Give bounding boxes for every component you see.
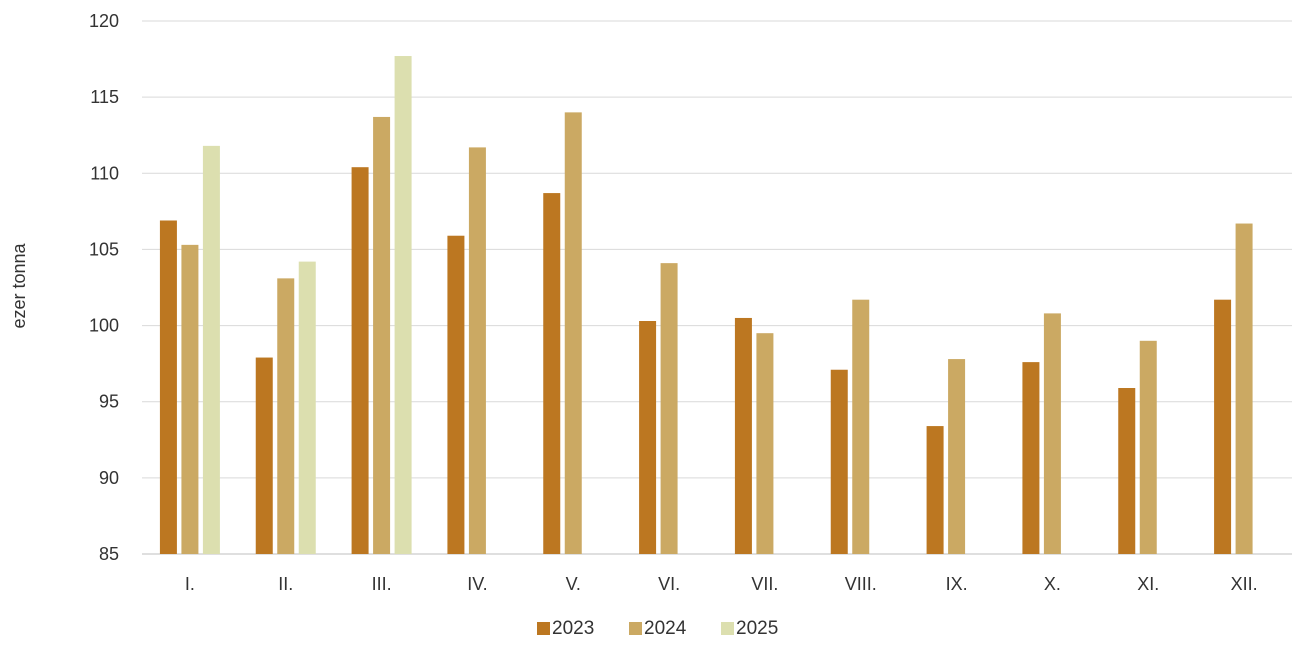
- bar-2023-11: [1118, 388, 1136, 554]
- bar-2023-3: [351, 167, 369, 555]
- y-tick-label: 110: [90, 163, 119, 183]
- bar-2023-6: [639, 321, 657, 554]
- x-tick-label: XI.: [1137, 574, 1159, 594]
- bar-2023-1: [159, 220, 177, 554]
- y-tick-label: 95: [99, 392, 119, 412]
- y-tick-label: 115: [90, 87, 119, 107]
- bar-2024-7: [756, 333, 774, 554]
- y-tick-label: 100: [89, 316, 119, 336]
- legend-label-2023[interactable]: 2023: [552, 618, 594, 639]
- x-tick-label: III.: [372, 574, 392, 594]
- legend[interactable]: 2023 2024 2025: [537, 618, 778, 639]
- bars: [159, 56, 1253, 555]
- bar-2024-6: [660, 263, 678, 554]
- bar-2023-5: [543, 193, 561, 554]
- bar-2024-4: [468, 147, 486, 554]
- bar-2024-10: [1043, 313, 1061, 554]
- bar-2023-4: [447, 235, 465, 555]
- x-tick-label: VI.: [658, 574, 680, 594]
- bar-2023-12: [1214, 299, 1232, 554]
- x-tick-label: IX.: [946, 574, 968, 594]
- y-tick-label: 105: [89, 239, 119, 259]
- bar-2024-12: [1235, 223, 1253, 555]
- legend-swatch-2025: [721, 622, 734, 635]
- x-tick-label: IV.: [467, 574, 487, 594]
- bar-2024-11: [1139, 340, 1157, 554]
- x-tick-label: X.: [1044, 574, 1061, 594]
- bar-2023-2: [255, 357, 273, 554]
- x-tick-label: XII.: [1231, 574, 1258, 594]
- legend-swatch-2023: [537, 622, 550, 635]
- bar-2025-2: [298, 261, 316, 554]
- legend-label-2024[interactable]: 2024: [644, 618, 687, 639]
- x-tick-label: II.: [278, 574, 293, 594]
- bar-2023-8: [830, 369, 848, 554]
- y-axis-tick-labels: 85 90 95 100 105 110 115 120: [89, 11, 119, 564]
- y-tick-label: 120: [89, 11, 119, 31]
- x-axis-tick-labels: I. II. III. IV. V. VI. VII. VIII. IX. X. XI. XII.: [185, 574, 1258, 594]
- x-tick-label: VIII.: [845, 574, 877, 594]
- gridlines: [142, 20, 1292, 555]
- bar-2024-8: [852, 299, 870, 554]
- bar-2024-1: [181, 244, 199, 555]
- bar-2025-1: [202, 145, 220, 555]
- legend-swatch-2024: [629, 622, 642, 635]
- bar-2024-5: [564, 112, 582, 554]
- bar-2023-9: [926, 426, 944, 554]
- bar-2023-7: [734, 317, 752, 554]
- bar-2024-9: [948, 359, 966, 554]
- bar-2024-2: [277, 278, 295, 554]
- x-tick-label: I.: [185, 574, 195, 594]
- bar-2025-3: [394, 56, 412, 554]
- y-tick-label: 90: [99, 468, 119, 488]
- y-tick-label: 85: [99, 544, 119, 564]
- bar-2024-3: [373, 116, 391, 554]
- x-tick-label: V.: [566, 574, 581, 594]
- y-axis-title: ezer tonna: [9, 242, 29, 328]
- legend-label-2025[interactable]: 2025: [736, 618, 778, 639]
- bar-2023-10: [1022, 362, 1040, 554]
- x-tick-label: VII.: [751, 574, 778, 594]
